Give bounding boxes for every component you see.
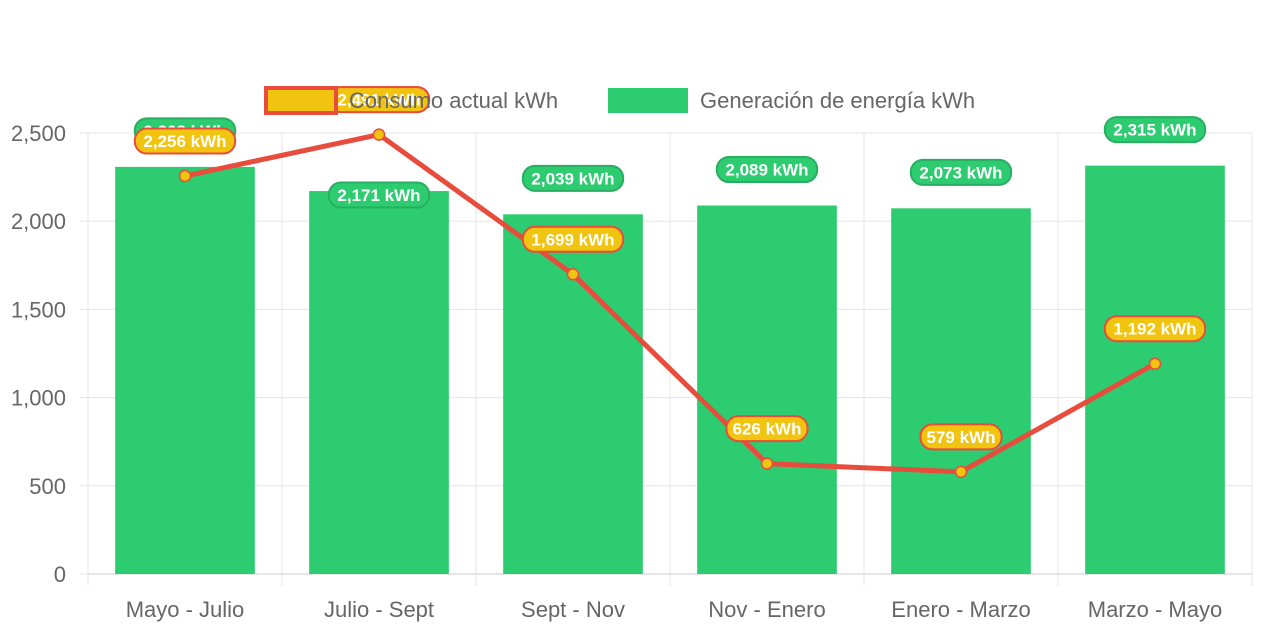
line-point[interactable] bbox=[760, 457, 774, 470]
bar-data-label: 2,171 kWh bbox=[327, 181, 431, 209]
legend-swatch-generacion bbox=[608, 88, 688, 113]
bar-data-label-bg bbox=[1103, 116, 1207, 144]
bar[interactable] bbox=[697, 205, 837, 574]
line-data-label-text: 2,256 kWh bbox=[143, 132, 226, 151]
legend-label-generacion: Generación de energía kWh bbox=[700, 88, 975, 113]
line-data-label-text: 1,192 kWh bbox=[1113, 320, 1196, 339]
y-tick-label: 2,500 bbox=[11, 121, 66, 146]
y-tick-label: 500 bbox=[29, 474, 66, 499]
line-data-label: 2,256 kWh bbox=[133, 127, 237, 155]
bar-data-label-text: 2,039 kWh bbox=[531, 169, 614, 188]
y-tick-label: 0 bbox=[54, 562, 66, 587]
line-data-label-peak-text: 2,491 kWh bbox=[337, 91, 420, 110]
bar-data-label-bg bbox=[909, 158, 1013, 186]
line-point[interactable] bbox=[566, 268, 580, 281]
legend[interactable]: Consumo actual kWh Generación de energía … bbox=[264, 86, 975, 115]
grid bbox=[80, 132, 1253, 586]
line-data-label-text: 626 kWh bbox=[733, 420, 802, 439]
line-data-label-text: 1,699 kWh bbox=[531, 230, 614, 249]
bar-data-label-text: 2,171 kWh bbox=[337, 186, 420, 205]
bar[interactable] bbox=[891, 208, 1031, 574]
bar-data-label-text: 2,073 kWh bbox=[919, 163, 1002, 182]
y-tick-label: 2,000 bbox=[11, 209, 66, 234]
line-point[interactable] bbox=[1148, 357, 1162, 370]
bar-data-label-bg bbox=[715, 156, 819, 184]
bar-data-label: 2,039 kWh bbox=[521, 164, 625, 192]
line-data-label-peak: 2,491 kWh bbox=[327, 86, 431, 114]
line-data-label: 1,192 kWh bbox=[1103, 315, 1207, 343]
x-tick-label: Sept - Nov bbox=[521, 597, 625, 622]
bar-data-label: 2,089 kWh bbox=[715, 156, 819, 184]
bar-data-label: 2,073 kWh bbox=[909, 158, 1013, 186]
x-tick-label: Enero - Marzo bbox=[891, 597, 1030, 622]
line-data-label: 579 kWh bbox=[919, 423, 1003, 451]
line-data-label-bg bbox=[725, 415, 809, 443]
line-point[interactable] bbox=[178, 169, 192, 183]
line-data-label-bg bbox=[521, 225, 625, 253]
line-data-label: 1,699 kWh bbox=[521, 225, 625, 253]
line-data-label-text: 579 kWh bbox=[927, 428, 996, 447]
line-series bbox=[178, 128, 1162, 479]
bar-data-label: 2,315 kWh bbox=[1103, 116, 1207, 144]
series-line bbox=[184, 132, 1157, 475]
x-tick-label: Julio - Sept bbox=[324, 597, 434, 622]
y-axis-ticks: 0 500 1,000 1,500 2,000 2,500 bbox=[11, 121, 66, 587]
x-tick-label: Nov - Enero bbox=[708, 597, 825, 622]
x-axis-ticks: Mayo - Julio Julio - Sept Sept - Nov Nov - … bbox=[126, 597, 1223, 622]
line-point[interactable] bbox=[372, 128, 386, 141]
bar[interactable] bbox=[115, 166, 255, 574]
line-point[interactable] bbox=[954, 465, 968, 479]
bar-data-label-text: 2,089 kWh bbox=[725, 161, 808, 180]
y-tick-label: 1,500 bbox=[11, 297, 66, 322]
bar-data-label-bg bbox=[521, 164, 625, 192]
x-tick-label: Marzo - Mayo bbox=[1088, 597, 1222, 622]
y-tick-label: 1,000 bbox=[11, 386, 66, 411]
x-tick-label: Mayo - Julio bbox=[126, 597, 245, 622]
legend-swatch-consumo bbox=[264, 86, 338, 115]
line-data-label-bg bbox=[919, 423, 1003, 451]
bar-data-label-text: 2,315 kWh bbox=[1113, 121, 1196, 140]
line-data-label-bg bbox=[1103, 315, 1207, 343]
line-data-label-bg bbox=[133, 127, 237, 155]
legend-item-generacion[interactable]: Generación de energía kWh bbox=[608, 88, 975, 113]
legend-label-consumo: Consumo actual kWh bbox=[349, 88, 558, 113]
line-data-label: 626 kWh bbox=[725, 415, 809, 443]
bar-data-label-bg bbox=[327, 181, 431, 209]
legend-item-consumo[interactable]: Consumo actual kWh bbox=[264, 86, 558, 115]
bar[interactable] bbox=[309, 191, 449, 575]
